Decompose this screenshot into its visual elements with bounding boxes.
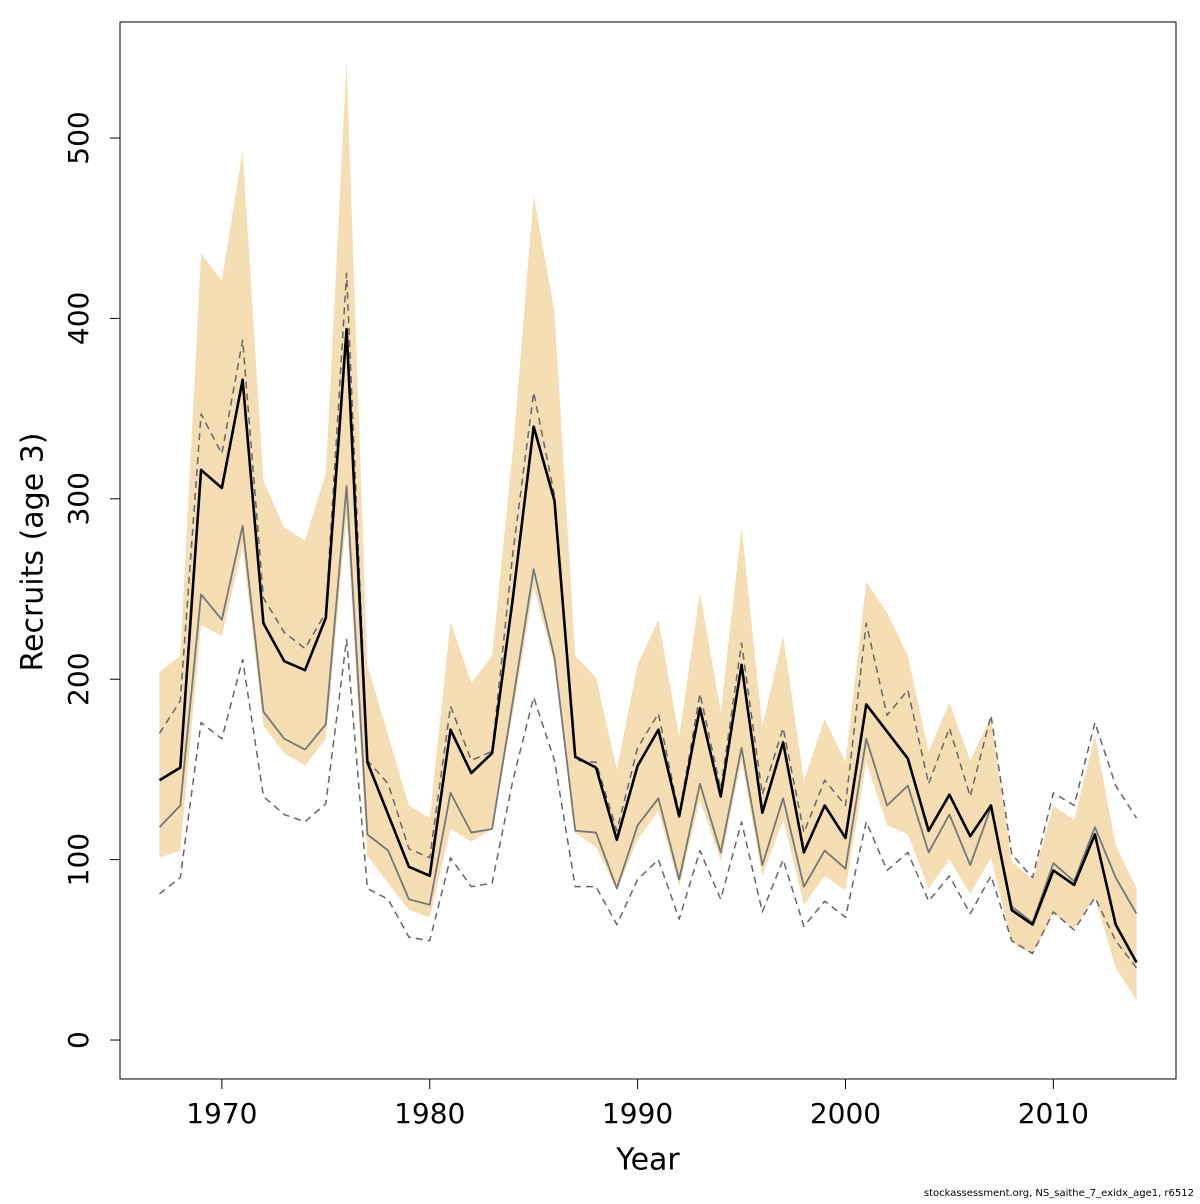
series-line	[158, 327, 1138, 964]
x-axis-label: Year	[615, 1143, 680, 1178]
y-tick-label: 100	[62, 833, 95, 886]
footnote: stockassessment.org, NS_saithe_7_exidx_a…	[924, 1188, 1194, 1199]
y-tick-label: 300	[62, 472, 95, 525]
x-tick-label: 1980	[394, 1097, 465, 1130]
series-line	[158, 272, 1138, 879]
y-axis-label: Recruits (age 3)	[16, 433, 51, 672]
x-tick-label: 2010	[1018, 1097, 1089, 1130]
y-tick-label: 200	[62, 652, 95, 705]
x-tick-label: 2000	[810, 1097, 881, 1130]
confidence-band	[159, 62, 1137, 1001]
x-tick-label: 1990	[602, 1097, 673, 1130]
y-tick-label: 400	[62, 292, 95, 345]
x-tick-label: 1970	[186, 1097, 257, 1130]
series-line	[158, 485, 1138, 924]
y-tick-label: 0	[62, 1031, 95, 1049]
y-tick-label: 500	[62, 111, 95, 164]
